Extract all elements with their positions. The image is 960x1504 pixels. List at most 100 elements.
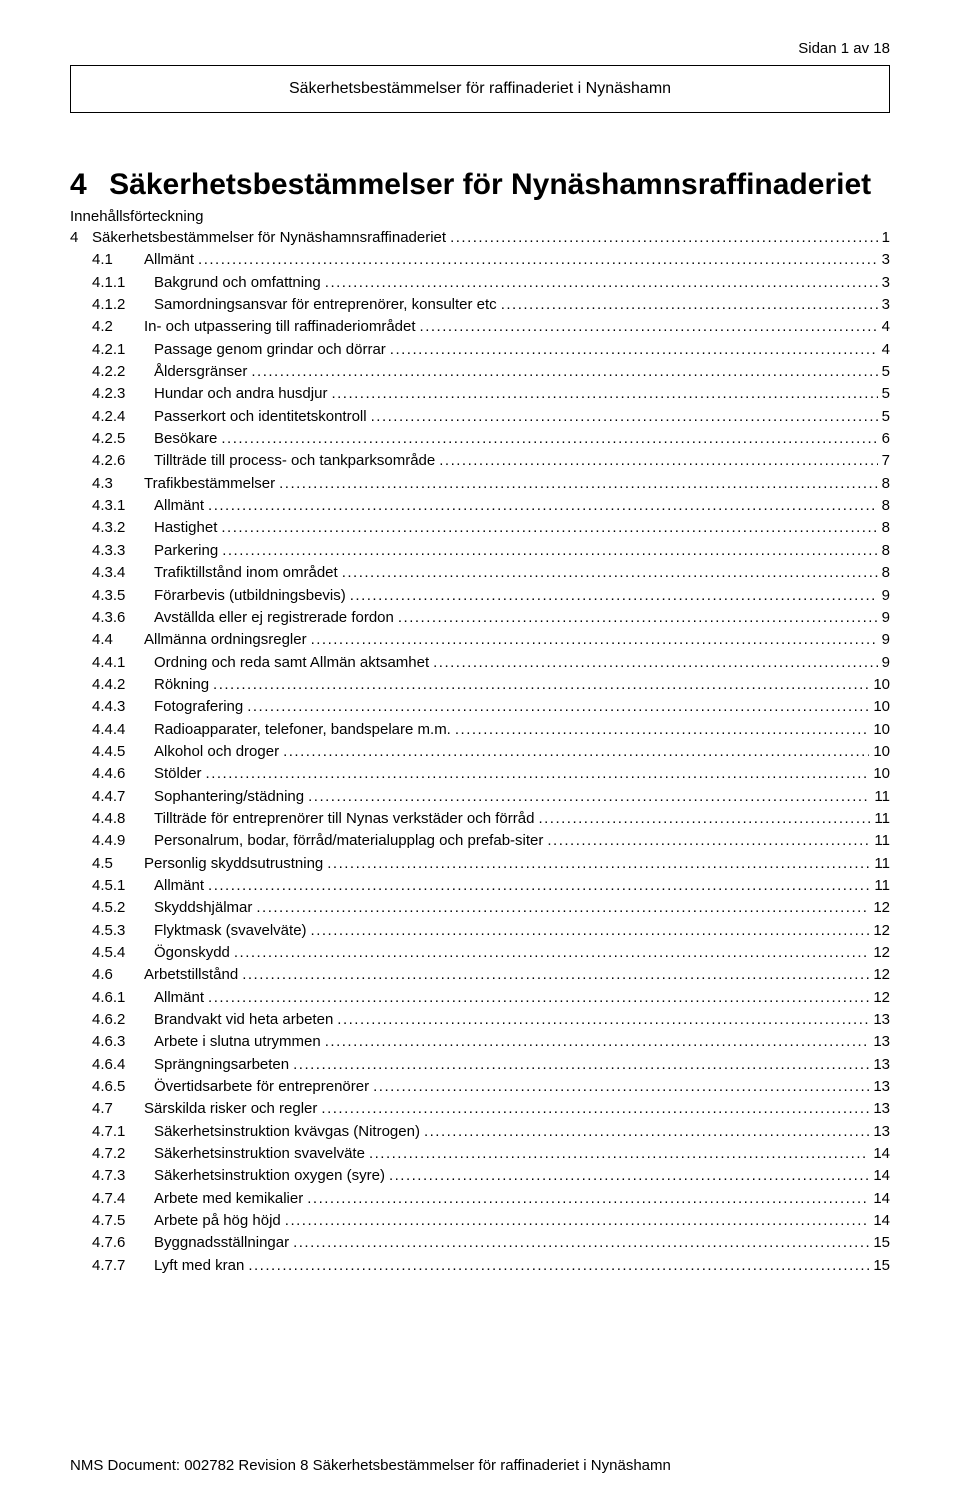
toc-entry[interactable]: 4.5.3Flyktmask (svavelväte)12: [70, 920, 890, 942]
toc-entry[interactable]: 4.5Personlig skyddsutrustning11: [70, 853, 890, 875]
toc-entry-page: 10: [869, 741, 890, 763]
toc-entry-title: Hundar och andra husdjur: [154, 383, 329, 405]
toc-entry-page: 11: [870, 786, 890, 808]
toc-entry[interactable]: 4.3.2Hastighet8: [70, 517, 890, 539]
toc-entry-page: 4: [878, 316, 890, 338]
toc-entry-page: 9: [878, 652, 890, 674]
toc-entry-title: Förarbevis (utbildningsbevis): [154, 585, 348, 607]
toc-entry[interactable]: 4.4.6Stölder10: [70, 763, 890, 785]
toc-entry[interactable]: 4.6.1Allmänt12: [70, 987, 890, 1009]
toc-entry[interactable]: 4.6.2Brandvakt vid heta arbeten13: [70, 1009, 890, 1031]
toc-entry-title: Personlig skyddsutrustning: [144, 853, 325, 875]
toc-entry[interactable]: 4.3.3Parkering8: [70, 540, 890, 562]
toc-entry[interactable]: 4.3.4Trafiktillstånd inom området8: [70, 562, 890, 584]
toc-entry[interactable]: 4.7.5Arbete på hög höjd14: [70, 1210, 890, 1232]
toc-entry[interactable]: 4.7.6Byggnadsställningar15: [70, 1232, 890, 1254]
toc-entry-number: 4.6: [92, 964, 144, 986]
toc-leader-dots: [437, 450, 877, 472]
toc-entry-number: 4.4.9: [92, 830, 154, 852]
toc-entry[interactable]: 4.5.1Allmänt11: [70, 875, 890, 897]
toc-entry-page: 12: [869, 987, 890, 1009]
toc-leader-dots: [325, 853, 870, 875]
toc-entry-number: 4.6.5: [92, 1076, 154, 1098]
toc-entry[interactable]: 4.4.1Ordning och reda samt Allmän aktsam…: [70, 652, 890, 674]
toc-entry[interactable]: 4.6.4Sprängningsarbeten13: [70, 1054, 890, 1076]
toc-entry[interactable]: 4.7.7Lyft med kran15: [70, 1255, 890, 1277]
toc-entry-number: 4: [70, 227, 92, 249]
toc-entry[interactable]: 4.6.3Arbete i slutna utrymmen13: [70, 1031, 890, 1053]
toc-entry[interactable]: 4Säkerhetsbestämmelser för Nynäshamnsraf…: [70, 227, 890, 249]
toc-leader-dots: [196, 249, 878, 271]
toc-entry-number: 4.3.2: [92, 517, 154, 539]
toc-entry-number: 4.5.4: [92, 942, 154, 964]
toc-leader-dots: [232, 942, 869, 964]
toc-entry[interactable]: 4.7.4Arbete med kemikalier14: [70, 1188, 890, 1210]
toc-entry-number: 4.7.3: [92, 1165, 154, 1187]
toc-leader-dots: [536, 808, 870, 830]
toc-entry-page: 10: [869, 674, 890, 696]
toc-entry[interactable]: 4.2.4Passerkort och identitetskontroll5: [70, 406, 890, 428]
toc-leader-dots: [309, 920, 870, 942]
toc-entry[interactable]: 4.7.2Säkerhetsinstruktion svavelväte14: [70, 1143, 890, 1165]
toc-entry[interactable]: 4.6Arbetstillstånd12: [70, 964, 890, 986]
toc-entry-page: 14: [869, 1165, 890, 1187]
toc-entry-title: Sophantering/städning: [154, 786, 306, 808]
toc-entry-page: 10: [869, 763, 890, 785]
toc-entry-title: Trafiktillstånd inom området: [154, 562, 340, 584]
toc-leader-dots: [219, 517, 877, 539]
toc-entry[interactable]: 4.4.4Radioapparater, telefoner, bandspel…: [70, 719, 890, 741]
toc-entry[interactable]: 4.3.5Förarbevis (utbildningsbevis)9: [70, 585, 890, 607]
toc-entry[interactable]: 4.7Särskilda risker och regler13: [70, 1098, 890, 1120]
toc-entry[interactable]: 4.5.4Ögonskydd12: [70, 942, 890, 964]
toc-entry[interactable]: 4.4.8Tillträde för entreprenörer till Ny…: [70, 808, 890, 830]
toc-entry[interactable]: 4.4.2Rökning10: [70, 674, 890, 696]
toc-entry[interactable]: 4.2.5Besökare6: [70, 428, 890, 450]
toc-entry-page: 13: [869, 1098, 890, 1120]
toc-entry-title: Bakgrund och omfattning: [154, 272, 323, 294]
toc-leader-dots: [254, 897, 869, 919]
toc-entry[interactable]: 4.6.5Övertidsarbete för entreprenörer13: [70, 1076, 890, 1098]
toc-entry[interactable]: 4.7.3Säkerhetsinstruktion oxygen (syre) 1…: [70, 1165, 890, 1187]
toc-leader-dots: [369, 406, 878, 428]
toc-entry-number: 4.5.1: [92, 875, 154, 897]
page-indicator: Sidan 1 av 18: [70, 40, 890, 57]
toc-entry-title: Passerkort och identitetskontroll: [154, 406, 369, 428]
toc-entry[interactable]: 4.4.9Personalrum, bodar, förråd/material…: [70, 830, 890, 852]
toc-entry-title: Stölder: [154, 763, 204, 785]
toc-entry-number: 4.7.2: [92, 1143, 154, 1165]
toc-entry-title: Säkerhetsinstruktion oxygen (syre): [154, 1165, 387, 1187]
toc-entry[interactable]: 4.4.3Fotografering10: [70, 696, 890, 718]
toc-entry[interactable]: 4.1.1Bakgrund och omfattning3: [70, 272, 890, 294]
toc-entry[interactable]: 4.3.1Allmänt8: [70, 495, 890, 517]
toc-entry[interactable]: 4.1Allmänt3: [70, 249, 890, 271]
toc-entry[interactable]: 4.2.3Hundar och andra husdjur5: [70, 383, 890, 405]
toc-leader-dots: [281, 741, 869, 763]
toc-entry[interactable]: 4.2.2Åldersgränser5: [70, 361, 890, 383]
toc-entry[interactable]: 4.4Allmänna ordningsregler9: [70, 629, 890, 651]
toc-entry-title: Besökare: [154, 428, 219, 450]
toc-entry[interactable]: 4.1.2Samordningsansvar för entreprenörer…: [70, 294, 890, 316]
toc-entry-number: 4.3.1: [92, 495, 154, 517]
toc-entry[interactable]: 4.5.2Skyddshjälmar12: [70, 897, 890, 919]
toc-entry[interactable]: 4.2.6Tillträde till process- och tankpar…: [70, 450, 890, 472]
toc-entry-number: 4.5.3: [92, 920, 154, 942]
toc-entry-title: Säkerhetsinstruktion svavelväte: [154, 1143, 367, 1165]
toc-entry-number: 4.3.3: [92, 540, 154, 562]
toc-entry[interactable]: 4.2In- och utpassering till raffinaderio…: [70, 316, 890, 338]
toc-entry[interactable]: 4.7.1Säkerhetsinstruktion kvävgas (Nitro…: [70, 1121, 890, 1143]
toc-entry[interactable]: 4.2.1Passage genom grindar och dörrar4: [70, 339, 890, 361]
toc-leader-dots: [431, 652, 878, 674]
document-title-box: Säkerhetsbestämmelser för raffinaderiet …: [70, 65, 890, 113]
toc-leader-dots: [323, 272, 878, 294]
toc-entry[interactable]: 4.4.7Sophantering/städning11: [70, 786, 890, 808]
toc-entry-page: 12: [869, 897, 890, 919]
toc-entry[interactable]: 4.4.5Alkohol och droger10: [70, 741, 890, 763]
toc-entry[interactable]: 4.3Trafikbestämmelser8: [70, 473, 890, 495]
toc-entry-number: 4.3: [92, 473, 144, 495]
toc-entry-page: 11: [870, 830, 890, 852]
toc-entry-number: 4.7.7: [92, 1255, 154, 1277]
toc-entry-page: 1: [878, 227, 890, 249]
toc-entry[interactable]: 4.3.6Avställda eller ej registrerade for…: [70, 607, 890, 629]
toc-leader-dots: [309, 629, 878, 651]
table-of-contents: 4Säkerhetsbestämmelser för Nynäshamnsraf…: [70, 227, 890, 1451]
